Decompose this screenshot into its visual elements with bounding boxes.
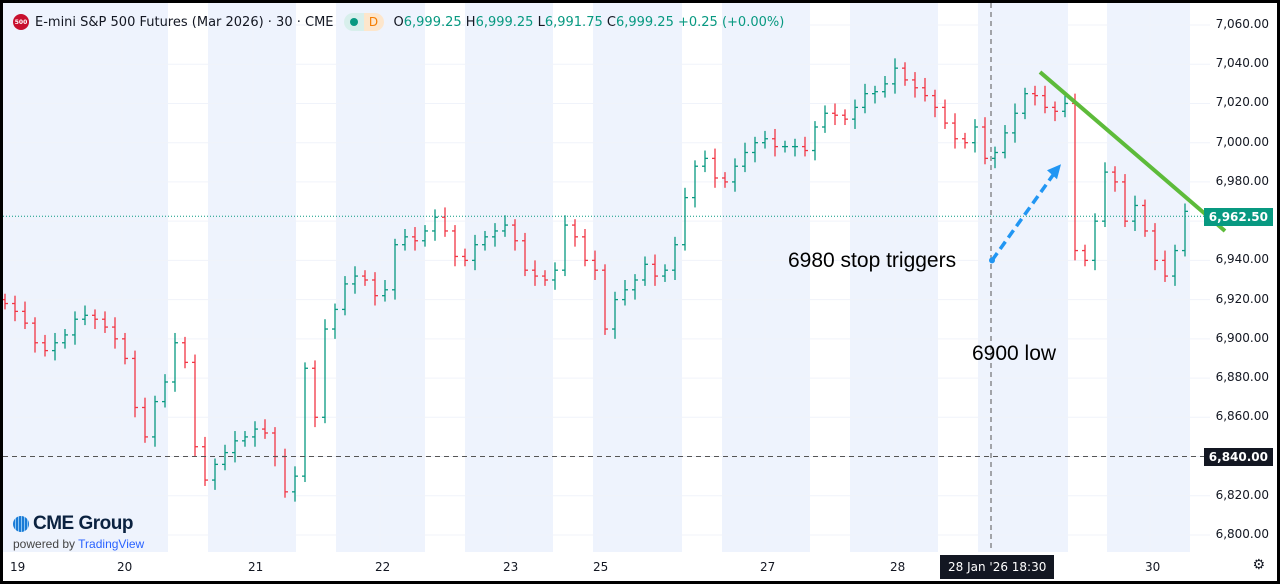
x-tick-label: 22 xyxy=(375,560,391,574)
market-open-dot-icon xyxy=(343,13,364,31)
y-tick-label: 6,940.00 xyxy=(1215,252,1269,267)
x-tick-label: 19 xyxy=(10,560,26,574)
session-band xyxy=(593,3,682,552)
y-tick-label: 6,820.00 xyxy=(1215,487,1269,502)
gear-icon[interactable]: ⚙ xyxy=(1252,557,1265,573)
annotation-low[interactable]: 6900 low xyxy=(972,342,1057,365)
y-tick-label: 6,800.00 xyxy=(1215,526,1269,541)
change-value: +0.25 (+0.00%) xyxy=(677,14,785,30)
crosshair-price-tag: 6,840.00 xyxy=(1203,448,1273,466)
cme-logo[interactable]: CME Group powered by TradingView xyxy=(13,513,145,551)
globe-icon xyxy=(13,516,29,532)
y-tick-label: 7,060.00 xyxy=(1215,17,1269,31)
close-value: 6,999.25 xyxy=(615,14,674,30)
price-chart[interactable] xyxy=(3,3,1277,581)
session-band xyxy=(722,3,810,552)
x-tick-label: 25 xyxy=(593,560,609,574)
y-tick-label: 6,900.00 xyxy=(1215,330,1269,345)
y-tick-label: 6,860.00 xyxy=(1215,409,1269,424)
symbol-title[interactable]: E-mini S&P 500 Futures (Mar 2026) · 30 ·… xyxy=(35,14,334,30)
market-status-pill[interactable]: D xyxy=(343,13,384,31)
x-tick-label: 28 xyxy=(890,560,906,574)
high-value: 6,999.25 xyxy=(475,14,534,30)
trendline xyxy=(1038,70,1227,233)
annotation-stop-triggers[interactable]: 6980 stop triggers xyxy=(788,249,957,272)
session-band xyxy=(3,3,168,552)
chart-window: 500 E-mini S&P 500 Futures (Mar 2026) · … xyxy=(3,3,1277,581)
y-tick-label: 7,020.00 xyxy=(1215,95,1269,110)
session-band xyxy=(1107,3,1190,552)
y-tick-label: 6,980.00 xyxy=(1215,173,1269,188)
y-tick-label: 6,920.00 xyxy=(1215,291,1269,306)
last-price-tag: 6,962.50 xyxy=(1203,208,1273,226)
arrow-head-icon xyxy=(1047,164,1061,180)
y-tick-label: 6,880.00 xyxy=(1215,370,1269,385)
delayed-badge: D xyxy=(363,13,384,31)
y-tick-label: 7,000.00 xyxy=(1215,134,1269,149)
x-tick-label: 20 xyxy=(117,560,133,574)
symbol-legend: 500 E-mini S&P 500 Futures (Mar 2026) · … xyxy=(13,13,784,31)
session-band xyxy=(465,3,553,552)
low-value: 6,991.75 xyxy=(544,14,603,30)
y-tick-label: 7,040.00 xyxy=(1215,56,1269,71)
x-tick-label: 27 xyxy=(760,560,776,574)
session-band xyxy=(978,3,1068,552)
arrow-line xyxy=(990,171,1057,262)
ohlc-values: O6,999.25 H6,999.25 L6,991.75 C6,999.25 … xyxy=(393,14,785,30)
x-tick-label: 21 xyxy=(248,560,264,574)
session-band xyxy=(208,3,296,552)
tradingview-link[interactable]: TradingView xyxy=(78,537,145,551)
open-value: 6,999.25 xyxy=(403,14,462,30)
x-tick-label: 23 xyxy=(503,560,519,574)
arrow-start xyxy=(989,257,995,264)
symbol-icon: 500 xyxy=(13,14,29,30)
crosshair-time-tag: 28 Jan '26 18:30 xyxy=(940,555,1055,579)
x-tick-label: 30 xyxy=(1145,560,1161,574)
